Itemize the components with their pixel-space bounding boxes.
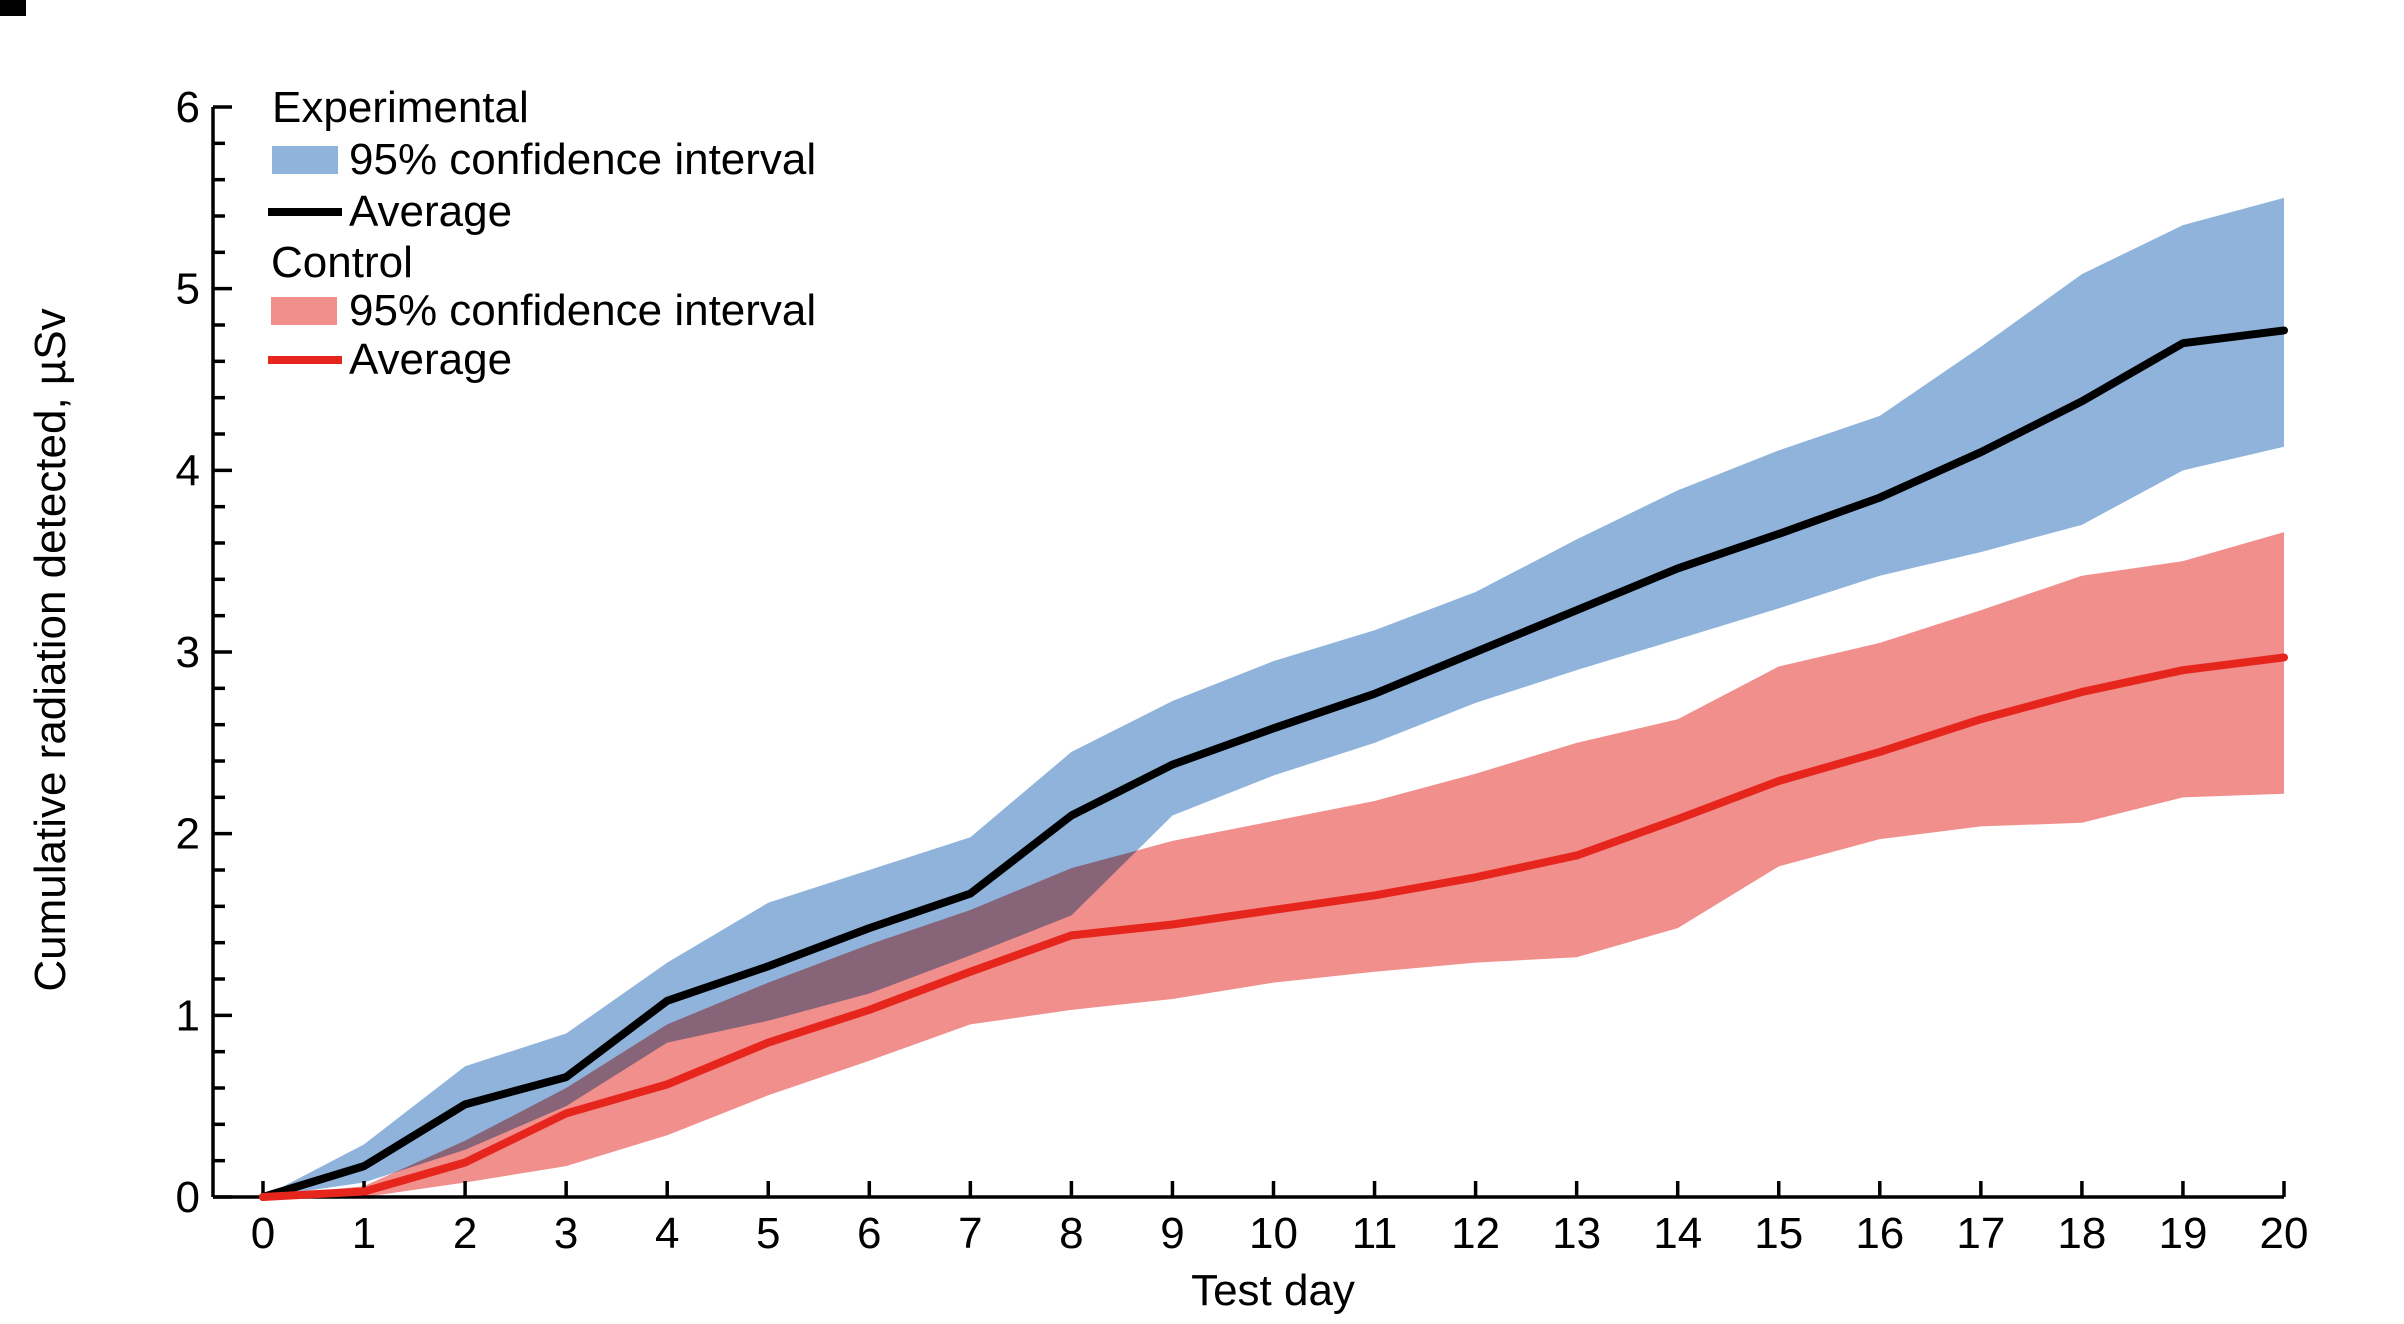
x-tick-label: 5: [756, 1209, 780, 1258]
x-tick-label: 17: [1956, 1209, 2005, 1258]
control-average-line-swatch-icon: [268, 356, 342, 364]
legend-experimental-ci-label: 95% confidence interval: [349, 135, 817, 184]
y-tick-label: 6: [176, 83, 200, 132]
y-tick-label: 4: [176, 446, 200, 495]
control-average-line: [259, 653, 2288, 1201]
x-tick-label: 16: [1855, 1209, 1904, 1258]
x-tick-label: 2: [453, 1209, 477, 1258]
x-tick-label: 9: [1160, 1209, 1184, 1258]
average-lines: [259, 326, 2288, 1201]
control-ci-swatch-icon: [271, 297, 337, 325]
legend-control-avg-label: Average: [349, 335, 513, 384]
confidence-bands: [263, 197, 2284, 1197]
y-tick-label: 5: [176, 265, 200, 314]
axes: [211, 105, 2286, 1199]
legend-experimental-avg-label: Average: [349, 187, 513, 236]
x-axis-title: Test day: [1191, 1266, 1355, 1315]
experimental-ci-swatch-icon: [272, 146, 338, 174]
x-tick-label: 15: [1754, 1209, 1803, 1258]
legend-experimental-header: Experimental: [272, 83, 529, 132]
control-ci-band: [263, 532, 2284, 1197]
experimental-average-line: [259, 326, 2288, 1201]
legend-control-ci-label: 95% confidence interval: [349, 286, 817, 335]
x-tick-label: 3: [554, 1209, 578, 1258]
x-tick-label: 4: [655, 1209, 679, 1258]
y-tick-label: 0: [176, 1173, 200, 1222]
x-tick-label: 8: [1059, 1209, 1083, 1258]
x-tick-label: 19: [2158, 1209, 2207, 1258]
y-tick-label: 3: [176, 628, 200, 677]
x-tick-label: 0: [251, 1209, 275, 1258]
y-tick-label: 1: [176, 991, 200, 1040]
experimental-average-line-swatch-icon: [268, 208, 342, 216]
x-tick-label: 14: [1653, 1209, 1702, 1258]
x-tick-label: 20: [2260, 1209, 2309, 1258]
x-tick-label: 1: [352, 1209, 376, 1258]
x-tick-label: 18: [2057, 1209, 2106, 1258]
x-tick-label: 7: [958, 1209, 982, 1258]
y-axis-title: Cumulative radiation detected, µSv: [26, 308, 75, 992]
x-tick-label: 13: [1552, 1209, 1601, 1258]
x-tick-label: 11: [1352, 1209, 1398, 1258]
x-tick-label: 10: [1249, 1209, 1298, 1258]
experimental-ci-band: [263, 197, 2284, 1197]
y-tick-label: 2: [176, 810, 200, 859]
x-tick-label: 12: [1451, 1209, 1500, 1258]
legend-control-header: Control: [271, 238, 413, 287]
x-tick-label: 6: [857, 1209, 881, 1258]
scan-corner-artifact: [0, 0, 26, 16]
